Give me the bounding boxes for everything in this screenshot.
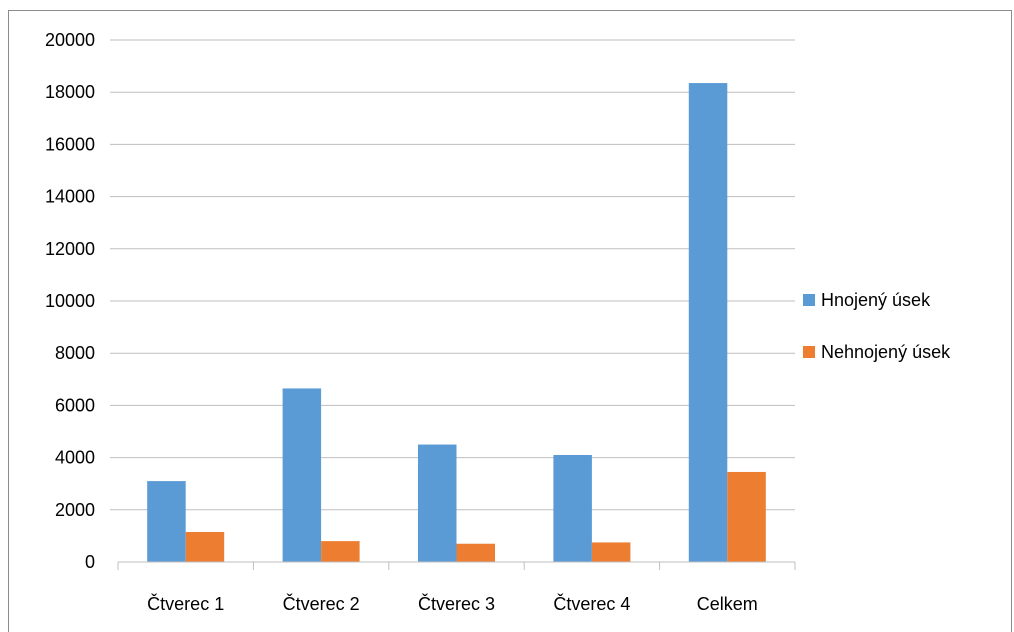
- bar-hnojeny-2: [282, 388, 322, 562]
- bar-nehnojeny-1: [185, 531, 225, 562]
- x-category-label: Čtverec 2: [283, 593, 360, 614]
- bar-hnojeny-3: [418, 444, 457, 562]
- legend-swatch: [803, 294, 815, 306]
- y-tick-label: 2000: [55, 500, 95, 520]
- bar-nehnojeny-2: [321, 541, 360, 562]
- legend-label: Hnojený úsek: [821, 290, 931, 310]
- x-category-label: Celkem: [697, 594, 758, 614]
- legend-swatch: [803, 346, 815, 358]
- x-category-label: Čtverec 1: [147, 593, 224, 614]
- y-tick-label: 16000: [45, 134, 95, 154]
- bar-hnojeny-1: [147, 481, 186, 562]
- legend-label: Nehnojený úsek: [821, 342, 951, 362]
- bar-hnojeny-5: [688, 83, 728, 562]
- y-tick-label: 14000: [45, 187, 95, 207]
- bar-nehnojeny-4: [591, 542, 631, 562]
- bar-nehnojeny-5: [727, 471, 766, 562]
- y-tick-label: 12000: [45, 239, 95, 259]
- x-category-label: Čtverec 4: [553, 593, 630, 614]
- y-tick-label: 6000: [55, 395, 95, 415]
- bars: [147, 83, 766, 562]
- y-tick-label: 0: [85, 552, 95, 572]
- y-tick-label: 8000: [55, 343, 95, 363]
- y-tick-label: 20000: [45, 30, 95, 50]
- legend: Hnojený úsek Nehnojený úsek: [803, 290, 951, 362]
- y-tick-label: 18000: [45, 82, 95, 102]
- y-tick-label: 4000: [55, 448, 95, 468]
- bar-nehnojeny-3: [456, 543, 495, 562]
- y-axis-tick-labels: 0 2000 4000 6000 8000 10000 12000 14000 16000 180…: [45, 30, 95, 572]
- bar-hnojeny-4: [553, 454, 592, 562]
- x-category-label: Čtverec 3: [418, 593, 495, 614]
- x-axis: Čtverec 1 Čtverec 2 Čtverec 3 Čtverec 4 Celk…: [117, 561, 796, 614]
- y-tick-label: 10000: [45, 291, 95, 311]
